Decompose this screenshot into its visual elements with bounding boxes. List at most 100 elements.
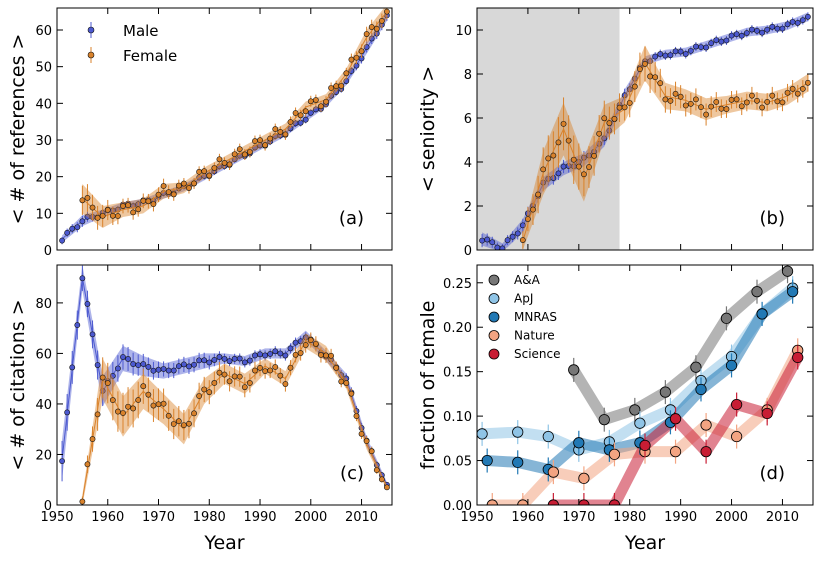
data-point (120, 410, 126, 416)
data-point (211, 165, 218, 171)
data-point (718, 38, 725, 45)
y-axis-label: < seniority > (417, 66, 439, 192)
y-tick-label: 40 (35, 398, 52, 413)
data-point (109, 397, 116, 403)
data-point (586, 164, 592, 170)
data-point (211, 357, 218, 363)
data-point (145, 198, 152, 205)
data-point (565, 137, 572, 144)
x-tick-label: 1970 (142, 510, 175, 525)
data-point (687, 47, 694, 54)
legend-marker (87, 51, 95, 59)
panel-b: 0 2 4 6 8 10 < seniority > (b) (417, 7, 814, 259)
data-point (140, 361, 147, 367)
data-point (318, 103, 324, 110)
data-point (302, 108, 309, 115)
data-point (787, 286, 799, 298)
y-tick-label: 20 (35, 448, 52, 463)
plot-area (477, 8, 811, 250)
data-point (59, 458, 65, 465)
data-point (69, 364, 76, 371)
data-point (236, 355, 243, 362)
data-point (125, 403, 131, 410)
data-point (378, 476, 385, 483)
data-point (272, 364, 279, 370)
panel-label: (b) (760, 208, 785, 229)
data-point (206, 359, 213, 366)
data-point (201, 168, 208, 175)
data-point (297, 119, 304, 126)
y-tick-label: 0 (44, 244, 52, 259)
data-point (606, 120, 613, 127)
data-point (84, 194, 91, 201)
data-point (145, 363, 152, 370)
data-point (302, 342, 309, 348)
data-point (297, 338, 304, 345)
data-point (272, 348, 279, 355)
data-point (257, 137, 263, 144)
data-point (64, 229, 71, 236)
data-point (89, 436, 96, 442)
data-point (191, 361, 197, 368)
y-tick-label: 8 (464, 68, 472, 83)
data-point (774, 98, 781, 105)
data-point (708, 40, 715, 47)
y-axis-label: fraction of female (417, 301, 439, 470)
data-point (695, 383, 707, 396)
data-point (672, 90, 679, 97)
data-point (761, 407, 773, 420)
data-point (504, 237, 511, 244)
data-point (358, 431, 365, 437)
y-tick-label: 60 (35, 24, 52, 39)
data-point (94, 411, 101, 418)
data-point (723, 106, 730, 112)
data-point (700, 419, 712, 431)
y-tick-label: 30 (35, 134, 52, 149)
data-point (759, 29, 765, 36)
data-point (519, 222, 526, 229)
axes-frame (56, 264, 393, 506)
y-tick-label: 20 (35, 171, 52, 186)
data-point (652, 53, 659, 60)
data-point (690, 361, 702, 373)
data-point (160, 183, 167, 189)
data-point (120, 203, 126, 209)
data-point (637, 66, 643, 73)
data-point (682, 51, 689, 57)
y-tick-label: 2 (464, 200, 472, 215)
data-point (384, 484, 390, 491)
data-point (731, 398, 743, 411)
data-point (175, 363, 182, 370)
data-point (779, 99, 786, 106)
series-band (486, 344, 804, 505)
data-point (231, 373, 238, 380)
data-point (191, 410, 197, 417)
data-point (725, 359, 738, 372)
data-point (257, 365, 263, 371)
x-tick-label: 1950 (40, 510, 73, 525)
data-point (479, 237, 485, 244)
data-point (384, 8, 390, 15)
y-axis-label: < # of citations > (7, 299, 29, 470)
data-point (206, 389, 213, 396)
data-point (621, 104, 628, 111)
data-point (297, 350, 304, 356)
data-point (700, 446, 712, 458)
x-tick-label: 2010 (345, 510, 378, 525)
data-point (713, 99, 720, 105)
data-point (596, 130, 603, 137)
data-point (568, 364, 580, 376)
data-point (135, 362, 142, 369)
data-point (221, 355, 228, 362)
data-point (307, 337, 314, 343)
data-point (125, 202, 131, 209)
data-point (512, 456, 524, 468)
data-point (530, 206, 536, 213)
data-point (69, 225, 76, 232)
data-point (805, 79, 811, 86)
data-point (494, 244, 501, 250)
y-tick-label: 10 (455, 24, 472, 39)
data-point (743, 30, 750, 36)
data-point (512, 426, 524, 438)
y-tick-label: 0 (44, 499, 52, 514)
